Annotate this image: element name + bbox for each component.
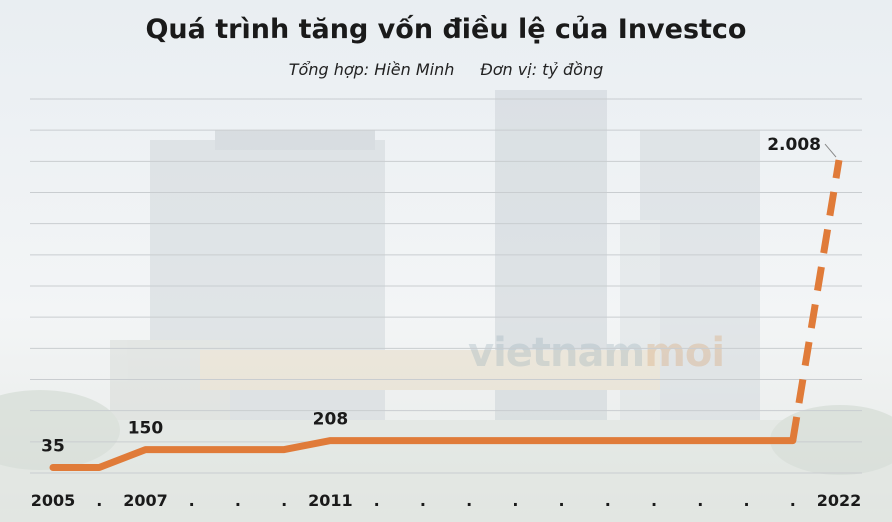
x-axis-ticks: 2005. 2007... 2011.......... 2022 <box>31 491 862 510</box>
data-label-leader <box>824 143 837 158</box>
series-solid-segment <box>49 437 797 471</box>
x-tick-label: . <box>420 491 426 510</box>
x-tick-label: . <box>466 491 472 510</box>
gridlines <box>30 98 862 474</box>
x-tick-label: . <box>651 491 657 510</box>
series-line <box>49 159 843 471</box>
x-tick-label: . <box>374 491 380 510</box>
data-label: 208 <box>313 410 349 430</box>
watermark-part2: moi <box>644 330 725 376</box>
unit-text: Đơn vị: tỷ đồng <box>480 60 604 79</box>
data-labels: 35 150 208 2.008 <box>41 135 837 457</box>
x-tick-label: . <box>559 491 565 510</box>
data-label: 35 <box>41 437 65 457</box>
source-text: Tổng hợp: Hiền Minh <box>288 60 455 79</box>
data-label: 150 <box>128 419 164 439</box>
chart-title: Quá trình tăng vốn điều lệ của Investco <box>145 14 747 45</box>
x-tick-label: . <box>96 491 102 510</box>
watermark-logo: vietnammoi <box>468 330 725 376</box>
x-tick-label: 2007 <box>123 491 168 510</box>
x-tick-label: 2022 <box>817 491 862 510</box>
data-label: 2.008 <box>767 135 821 155</box>
x-tick-label: . <box>605 491 611 510</box>
x-tick-label: . <box>189 491 195 510</box>
x-tick-label: . <box>512 491 518 510</box>
x-tick-label: . <box>790 491 796 510</box>
x-tick-label: . <box>235 491 241 510</box>
watermark-part1: vietnam <box>468 330 645 376</box>
x-tick-label: . <box>743 491 749 510</box>
x-tick-label: . <box>697 491 703 510</box>
x-tick-label: . <box>281 491 287 510</box>
chart-subtitle: Tổng hợp: Hiền Minh Đơn vị: tỷ đồng <box>0 60 892 79</box>
x-tick-label: 2005 <box>31 491 76 510</box>
series-dashed-segment <box>789 159 843 442</box>
x-tick-label: 2011 <box>308 491 353 510</box>
